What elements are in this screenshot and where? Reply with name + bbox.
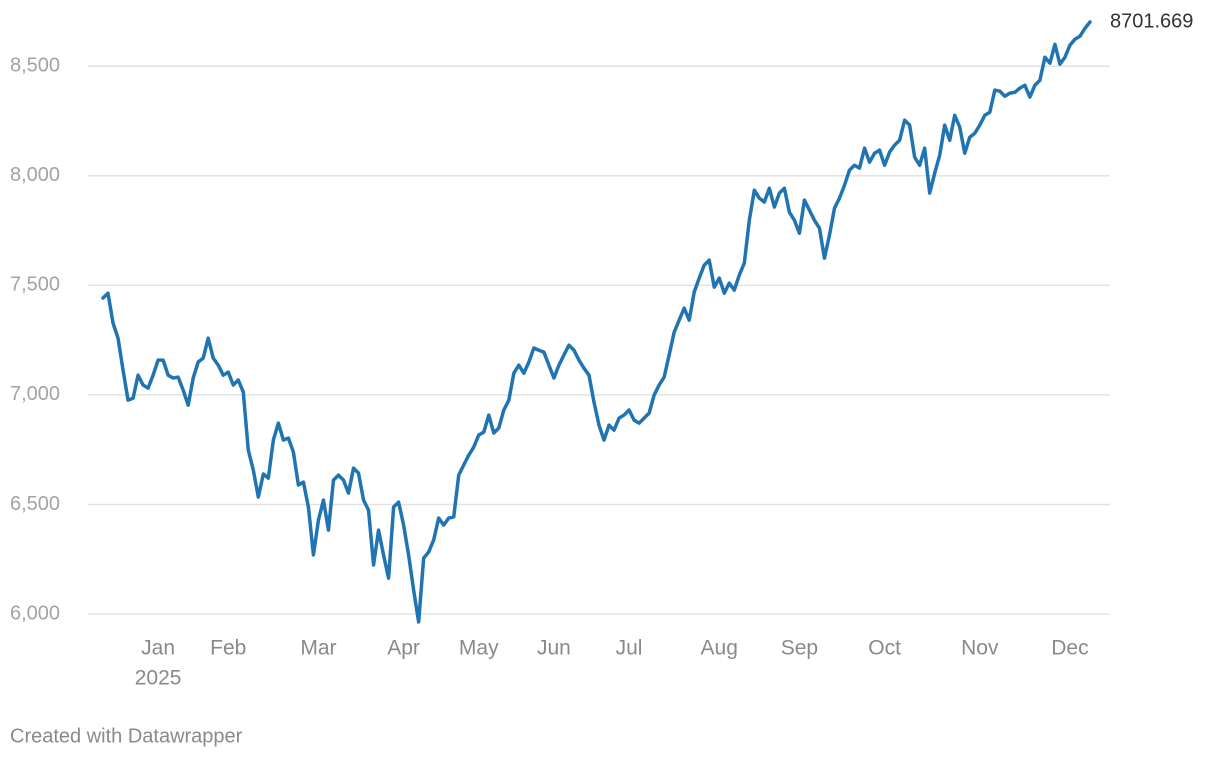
y-tick-label: 8,500 xyxy=(10,54,60,76)
x-tick-label: Mar xyxy=(300,637,336,660)
x-tick-label: Apr xyxy=(387,637,420,660)
x-year-label: 2025 xyxy=(135,667,182,690)
x-tick-label: Jan xyxy=(141,637,175,660)
x-tick-label: Jun xyxy=(537,637,571,660)
x-tick-label: Oct xyxy=(868,637,901,660)
credit: Created with Datawrapper xyxy=(10,725,243,747)
line xyxy=(101,20,1092,624)
x-tick-label: Nov xyxy=(961,637,999,660)
y-tick-label: 7,000 xyxy=(10,383,60,405)
x-tick-label: Dec xyxy=(1051,637,1088,660)
y-tick-label: 8,000 xyxy=(10,164,60,186)
y-tick-label: 6,000 xyxy=(10,602,60,624)
x-tick-label: Sep xyxy=(781,637,818,660)
y-tick-label: 6,500 xyxy=(10,493,60,515)
y-tick-label: 7,500 xyxy=(10,274,60,296)
x-tick-label: Feb xyxy=(210,637,246,660)
x-tick-label: Jul xyxy=(616,637,643,660)
x-tick-label: May xyxy=(459,637,499,660)
x-tick-label: Aug xyxy=(701,637,738,660)
end-value-label: 8701.669 xyxy=(1110,10,1193,32)
